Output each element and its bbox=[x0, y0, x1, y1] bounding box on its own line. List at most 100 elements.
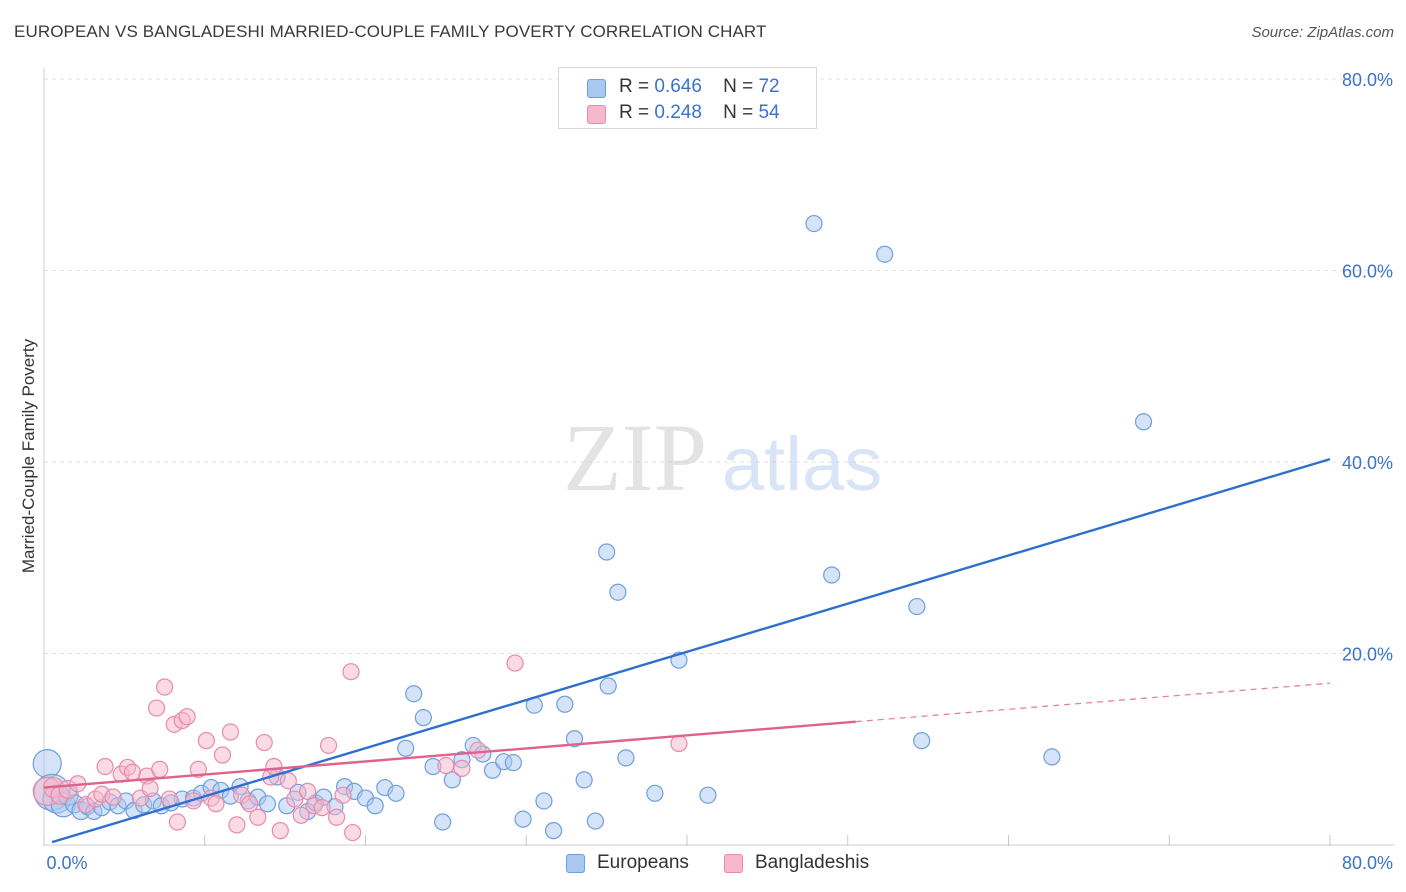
european-point bbox=[504, 754, 522, 772]
bangladeshi-point bbox=[453, 759, 471, 778]
bangladeshi-point bbox=[255, 733, 273, 752]
bangladeshi-point bbox=[334, 786, 352, 804]
legend-n-label: N = bbox=[723, 76, 754, 97]
y-tick-label: 60.0% bbox=[1342, 262, 1393, 282]
european-point bbox=[258, 795, 277, 813]
european-point bbox=[586, 812, 604, 830]
bangladeshi-point bbox=[213, 746, 232, 764]
european-point bbox=[598, 543, 616, 561]
bangladeshi-point bbox=[123, 763, 142, 781]
bangladeshi-point bbox=[241, 795, 259, 813]
european-point bbox=[405, 685, 423, 703]
european-point bbox=[387, 784, 405, 802]
bangladeshis-trend-extension bbox=[855, 682, 1331, 723]
bangladeshi-point bbox=[292, 806, 310, 824]
legend-r-bangladeshis: 0.248 bbox=[654, 102, 702, 123]
bangladeshi-point bbox=[437, 756, 455, 775]
legend-n-bangladeshis: 54 bbox=[758, 102, 780, 123]
bangladeshi-point bbox=[151, 760, 169, 778]
bangladeshi-point bbox=[313, 799, 331, 817]
bangladeshi-point bbox=[342, 663, 360, 681]
bangladeshis-trend-line bbox=[43, 720, 856, 789]
european-point bbox=[535, 792, 553, 810]
european-point bbox=[646, 784, 664, 802]
european-point bbox=[366, 797, 384, 815]
legend-swatch-europeans bbox=[587, 79, 606, 98]
european-point bbox=[908, 597, 926, 616]
european-point bbox=[876, 245, 894, 263]
y-tick-label: 40.0% bbox=[1342, 453, 1393, 473]
bangladeshi-point bbox=[189, 760, 207, 778]
bangladeshi-point bbox=[155, 678, 174, 696]
bangladeshi-point bbox=[279, 772, 297, 790]
grid-lines bbox=[44, 78, 1395, 654]
bangladeshi-point bbox=[104, 788, 122, 806]
bangladeshi-point bbox=[344, 823, 362, 842]
x-tick-label: 80.0% bbox=[1342, 853, 1393, 873]
bangladeshi-point bbox=[286, 790, 304, 808]
bangladeshi-point bbox=[96, 757, 114, 776]
legend-box: R = 0.646 N = 72 R = 0.248 N = 54 bbox=[558, 67, 817, 129]
bangladeshi-point bbox=[221, 723, 240, 741]
bangladeshi-point bbox=[228, 816, 246, 834]
european-point bbox=[32, 749, 62, 779]
watermark-atlas: atlas bbox=[722, 422, 883, 507]
european-point bbox=[575, 771, 593, 789]
bottom-legend-swatch-bangladeshis bbox=[724, 854, 743, 873]
european-point bbox=[544, 822, 563, 840]
bangladeshi-point bbox=[670, 734, 688, 753]
european-point bbox=[699, 786, 717, 804]
european-point bbox=[805, 214, 823, 233]
bangladeshi-point bbox=[141, 779, 159, 798]
legend-r-label: R = bbox=[619, 76, 650, 97]
legend-n-europeans: 72 bbox=[758, 76, 780, 97]
trend-lines bbox=[43, 457, 1331, 844]
bangladeshi-point bbox=[327, 808, 346, 826]
bangladeshi-point bbox=[197, 732, 215, 750]
european-point bbox=[609, 583, 627, 601]
bangladeshi-point bbox=[506, 654, 524, 672]
european-point bbox=[599, 677, 617, 695]
watermark: ZIP atlas bbox=[563, 404, 882, 511]
bangladeshi-point bbox=[299, 782, 317, 800]
bangladeshi-point bbox=[249, 808, 267, 826]
european-point bbox=[514, 810, 532, 828]
european-point bbox=[414, 709, 432, 727]
source-label: Source: ZipAtlas.com bbox=[1251, 24, 1394, 41]
watermark-zip: ZIP bbox=[563, 404, 707, 511]
y-axis-label: Married-Couple Family Poverty bbox=[19, 338, 38, 574]
legend-swatch-bangladeshis bbox=[587, 105, 606, 124]
bangladeshi-point bbox=[271, 822, 289, 840]
bottom-legend-swatch-europeans bbox=[566, 854, 585, 873]
legend-n-label: N = bbox=[723, 102, 754, 123]
bangladeshi-point bbox=[469, 741, 487, 759]
european-point bbox=[617, 749, 635, 767]
legend-r-label: R = bbox=[619, 102, 650, 123]
tick-labels: 20.0% 40.0% 60.0% 80.0% 0.0% 80.0% bbox=[46, 70, 1393, 873]
european-point bbox=[1043, 748, 1061, 766]
y-tick-label: 80.0% bbox=[1342, 70, 1393, 90]
european-point bbox=[434, 813, 452, 831]
bottom-legend-label-europeans: Europeans bbox=[597, 852, 689, 873]
european-point bbox=[913, 732, 931, 750]
y-tick-label: 20.0% bbox=[1342, 645, 1393, 665]
bottom-legend-label-bangladeshis: Bangladeshis bbox=[755, 852, 870, 873]
bangladeshi-point bbox=[265, 757, 283, 776]
europeans-trend-line bbox=[51, 457, 1331, 844]
axes bbox=[43, 68, 1395, 846]
european-point bbox=[443, 771, 461, 789]
chart-title: EUROPEAN VS BANGLADESHI MARRIED-COUPLE F… bbox=[14, 22, 767, 41]
european-point bbox=[565, 730, 584, 748]
bangladeshi-point bbox=[319, 736, 338, 755]
european-point bbox=[1134, 413, 1153, 431]
european-point bbox=[397, 739, 415, 757]
x-tick-label: 0.0% bbox=[46, 853, 87, 873]
bangladeshi-point bbox=[178, 708, 196, 726]
bangladeshi-point bbox=[207, 795, 225, 813]
legend-r-europeans: 0.646 bbox=[654, 76, 702, 97]
bangladeshi-point bbox=[168, 813, 187, 831]
european-point bbox=[556, 695, 574, 713]
european-point bbox=[823, 566, 841, 584]
bangladeshi-point bbox=[147, 699, 166, 717]
